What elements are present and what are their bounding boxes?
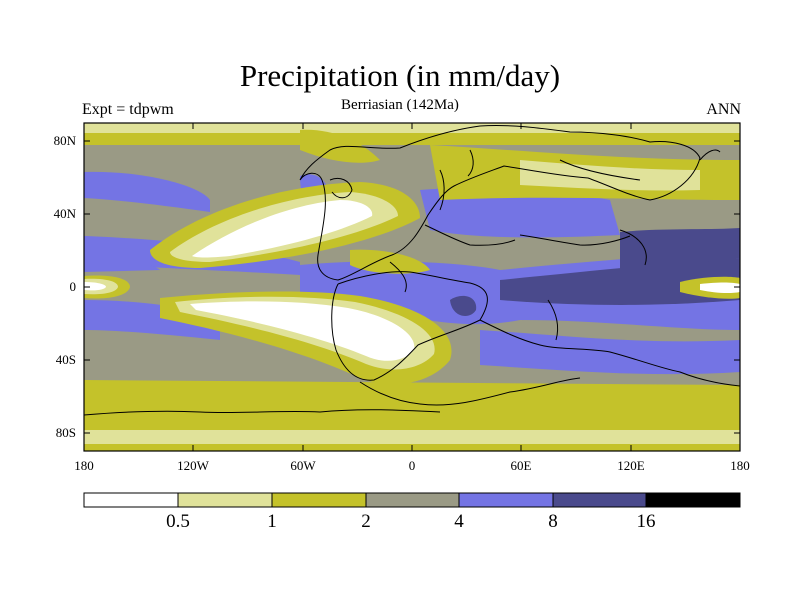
field-region <box>300 129 380 163</box>
coastline <box>699 149 721 161</box>
field-region <box>190 301 415 361</box>
colorbar-label: 2 <box>361 511 371 532</box>
colorbar-box <box>178 493 272 507</box>
season-label: ANN <box>706 101 741 118</box>
y-tick-label: 0 <box>70 279 77 294</box>
field-region <box>84 256 160 272</box>
experiment-label: Expt = tdpwm <box>82 101 174 118</box>
axis-ticks <box>83 123 741 451</box>
coastline <box>329 177 353 199</box>
coastline <box>389 261 407 293</box>
x-tick-label: 120E <box>617 458 645 473</box>
colorbar-label: 16 <box>637 511 656 532</box>
colorbar-frame <box>83 492 741 508</box>
colorbar-box <box>646 493 740 507</box>
coastline <box>519 234 631 246</box>
coastline <box>299 124 701 281</box>
x-axis-labels: 180 120W 60W 0 60E 120E 180 <box>74 458 750 473</box>
x-tick-label: 60W <box>290 458 316 473</box>
colorbar-box <box>84 493 178 507</box>
colorbar-label: 8 <box>548 511 558 532</box>
y-tick-label: 40N <box>54 206 77 221</box>
colorbar-box <box>366 493 459 507</box>
coastline <box>559 159 641 181</box>
colorbar-label: 1 <box>267 511 277 532</box>
field-region <box>700 282 740 294</box>
field-region <box>620 228 740 272</box>
x-tick-label: 0 <box>409 458 416 473</box>
field-region <box>84 171 210 212</box>
field-band <box>84 430 740 444</box>
y-tick-label: 80S <box>56 425 76 440</box>
x-tick-label: 120W <box>177 458 210 473</box>
coastline <box>359 377 581 406</box>
field-region <box>450 295 477 316</box>
field-region <box>84 282 106 291</box>
coastline <box>467 149 474 177</box>
colorbar-box <box>272 493 366 507</box>
y-tick-label: 80N <box>54 133 77 148</box>
field-region <box>420 188 620 238</box>
colorbar-box <box>459 493 553 507</box>
coastline <box>439 169 445 211</box>
field-region <box>192 200 373 258</box>
x-tick-label: 60E <box>511 458 532 473</box>
map-title: Precipitation (in mm/day) <box>239 58 561 93</box>
colorbar-label: 4 <box>454 511 464 532</box>
contour-field <box>84 123 740 451</box>
field-region <box>350 249 430 274</box>
y-axis-labels: 80N 40N 0 40S 80S <box>54 133 77 440</box>
field-region <box>84 380 740 420</box>
coastline <box>424 224 516 246</box>
field-region <box>500 258 740 305</box>
colorbar: 0.5 1 2 4 8 16 <box>83 492 741 532</box>
coastline <box>84 409 441 416</box>
map-subtitle: Berriasian (142Ma) <box>341 97 459 113</box>
coastline <box>479 319 740 387</box>
coastline <box>619 229 647 266</box>
x-tick-label: 180 <box>730 458 750 473</box>
colorbar-label: 0.5 <box>166 511 190 532</box>
x-tick-label: 180 <box>74 458 94 473</box>
coastline <box>547 299 559 341</box>
y-tick-label: 40S <box>56 352 76 367</box>
coastlines <box>84 124 740 416</box>
colorbar-box <box>553 493 646 507</box>
coastline <box>331 271 488 381</box>
